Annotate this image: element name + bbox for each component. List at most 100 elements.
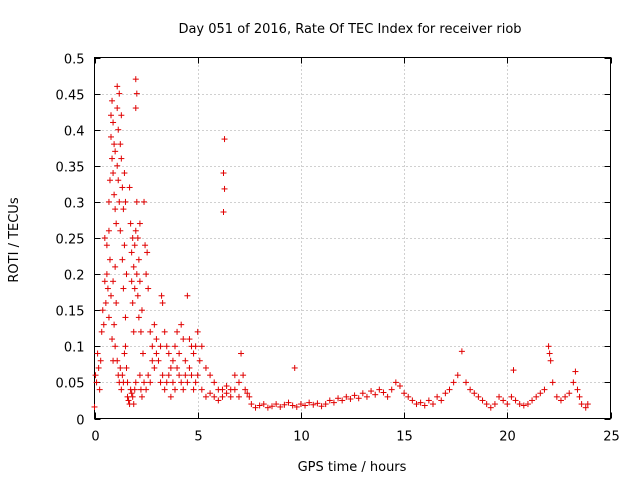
data-point: [112, 263, 119, 270]
data-point: [207, 390, 214, 397]
data-point: [113, 299, 120, 306]
data-point: [165, 372, 172, 379]
data-point: [118, 112, 125, 119]
data-point: [244, 390, 251, 397]
data-point: [131, 386, 138, 393]
data-point: [94, 350, 101, 357]
data-point: [434, 393, 441, 400]
data-point: [584, 401, 591, 408]
y-tick-label: 0: [76, 414, 84, 429]
data-point: [510, 367, 517, 374]
data-point: [114, 162, 121, 169]
data-point: [129, 393, 136, 400]
x-tick-label: 0: [91, 430, 99, 445]
data-point: [149, 357, 156, 364]
data-point: [529, 397, 536, 404]
data-point: [211, 393, 218, 400]
data-point: [104, 285, 111, 292]
data-point: [520, 402, 527, 409]
data-point: [129, 299, 136, 306]
data-point: [359, 390, 366, 397]
data-point: [110, 119, 117, 126]
data-point: [121, 350, 128, 357]
data-point: [351, 392, 358, 399]
data-point: [109, 336, 116, 343]
data-point: [96, 386, 103, 393]
data-point: [108, 292, 115, 299]
data-point: [223, 383, 230, 390]
data-point: [142, 242, 149, 249]
data-point: [207, 372, 214, 379]
data-point: [463, 379, 470, 386]
data-point: [343, 393, 350, 400]
data-point: [176, 372, 183, 379]
data-point: [572, 368, 579, 375]
data-points: [91, 76, 591, 411]
data-point: [116, 90, 123, 97]
data-point: [133, 271, 140, 278]
data-point: [215, 397, 222, 404]
data-point: [106, 256, 113, 263]
grid-lines: [94, 57, 611, 419]
data-point: [153, 350, 160, 357]
data-point: [132, 105, 139, 112]
data-point: [190, 386, 197, 393]
data-point: [238, 350, 245, 357]
data-point: [392, 379, 399, 386]
y-tick-label: 0.15: [56, 305, 85, 320]
data-point: [252, 404, 259, 411]
data-point: [131, 242, 138, 249]
data-point: [235, 379, 242, 386]
data-point: [171, 343, 178, 350]
data-point: [155, 357, 162, 364]
data-point: [330, 399, 337, 406]
y-tick-label: 0.4: [64, 125, 85, 140]
data-point: [133, 198, 140, 205]
data-point: [182, 357, 189, 364]
data-point: [273, 401, 280, 408]
data-point: [549, 379, 556, 386]
data-point: [240, 372, 247, 379]
data-point: [91, 403, 98, 410]
data-point: [264, 404, 271, 411]
data-point: [188, 372, 195, 379]
data-point: [291, 364, 298, 371]
data-point: [105, 198, 112, 205]
data-point: [163, 343, 170, 350]
data-point: [128, 249, 135, 256]
data-point: [442, 390, 449, 397]
x-tick-label: 15: [396, 430, 413, 445]
data-point: [167, 393, 174, 400]
data-point: [169, 357, 176, 364]
data-point: [158, 292, 165, 299]
data-point: [260, 401, 267, 408]
data-point: [537, 390, 544, 397]
y-tick-label: 0.1: [64, 341, 85, 356]
data-point: [97, 357, 104, 364]
x-tick-label: 5: [194, 430, 202, 445]
data-point: [409, 397, 416, 404]
data-point: [496, 393, 503, 400]
data-point: [159, 372, 166, 379]
data-point: [500, 397, 507, 404]
data-point: [130, 328, 137, 335]
data-point: [178, 321, 185, 328]
data-point: [302, 402, 309, 409]
data-point: [93, 379, 100, 386]
data-point: [143, 386, 150, 393]
data-point: [541, 386, 548, 393]
data-point: [184, 292, 191, 299]
data-point: [186, 336, 193, 343]
data-point: [151, 321, 158, 328]
data-point: [101, 235, 108, 241]
data-point: [176, 350, 183, 357]
data-point: [516, 401, 523, 408]
data-point: [136, 278, 143, 285]
x-tick-label: 10: [293, 430, 310, 445]
data-point: [512, 397, 519, 404]
data-point: [347, 396, 354, 403]
data-point: [165, 350, 172, 357]
data-point: [131, 285, 138, 292]
data-point: [151, 364, 158, 371]
